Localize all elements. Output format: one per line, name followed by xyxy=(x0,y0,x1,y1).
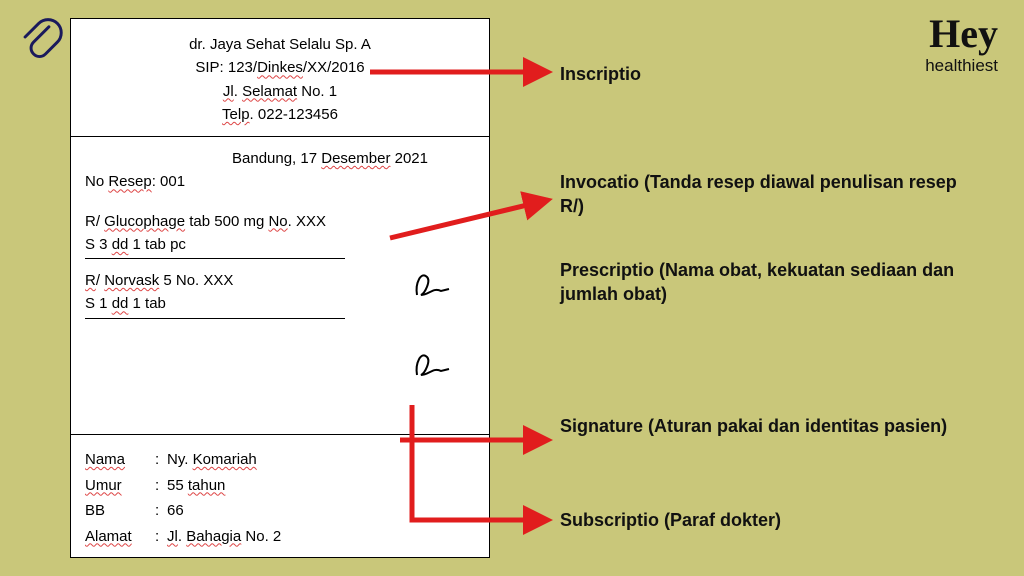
rx-block-1: R/ Glucophage tab 500 mg No. XXX S 3 dd … xyxy=(85,210,475,260)
name-value: Ny. Komariah xyxy=(167,447,257,473)
rx1-line2: S 3 dd 1 tab pc xyxy=(85,233,475,256)
annotations: Inscriptio Invocatio (Tanda resep diawal… xyxy=(560,0,1000,576)
rx1-line1: R/ Glucophage tab 500 mg No. XXX xyxy=(85,210,475,233)
patient-age-row: Umur : 55 tahun xyxy=(85,473,475,499)
annotation-prescriptio: Prescriptio (Nama obat, kekuatan sediaan… xyxy=(560,258,970,307)
annotation-inscriptio: Inscriptio xyxy=(560,62,970,86)
inscriptio-section: dr. Jaya Sehat Selalu Sp. A SIP: 123/Din… xyxy=(71,19,489,137)
weight-value: 66 xyxy=(167,498,184,524)
annotation-subscriptio: Subscriptio (Paraf dokter) xyxy=(560,508,970,532)
addr-value: Jl. Bahagia No. 2 xyxy=(167,524,281,550)
rx2-underline xyxy=(85,318,345,319)
annotation-invocatio: Invocatio (Tanda resep diawal penulisan … xyxy=(560,170,970,219)
patient-weight-row: BB : 66 xyxy=(85,498,475,524)
paperclip-icon xyxy=(18,14,68,64)
name-label: Nama xyxy=(85,447,155,473)
weight-label: BB xyxy=(85,498,155,524)
age-value: 55 tahun xyxy=(167,473,225,499)
patient-name-row: Nama : Ny. Komariah xyxy=(85,447,475,473)
signature-2 xyxy=(411,347,459,395)
prescription-body: Bandung, 17 Desember 2021 No Resep: 001 … xyxy=(71,137,489,435)
doctor-name: dr. Jaya Sehat Selalu Sp. A xyxy=(81,33,479,56)
rx1-underline xyxy=(85,258,345,259)
prescription-card: dr. Jaya Sehat Selalu Sp. A SIP: 123/Din… xyxy=(70,18,490,558)
recipe-number: No Resep: 001 xyxy=(85,170,475,193)
addr-label: Alamat xyxy=(85,524,155,550)
signature-1 xyxy=(411,267,459,315)
phone-line: Telp. 022-123456 xyxy=(81,103,479,126)
address-line: Jl. Selamat No. 1 xyxy=(81,80,479,103)
patient-addr-row: Alamat : Jl. Bahagia No. 2 xyxy=(85,524,475,550)
date-line: Bandung, 17 Desember 2021 xyxy=(85,147,475,170)
patient-footer: Nama : Ny. Komariah Umur : 55 tahun BB :… xyxy=(71,435,489,561)
annotation-signature: Signature (Aturan pakai dan identitas pa… xyxy=(560,414,970,438)
sip-number: SIP: 123/Dinkes/XX/2016 xyxy=(81,56,479,79)
age-label: Umur xyxy=(85,473,155,499)
